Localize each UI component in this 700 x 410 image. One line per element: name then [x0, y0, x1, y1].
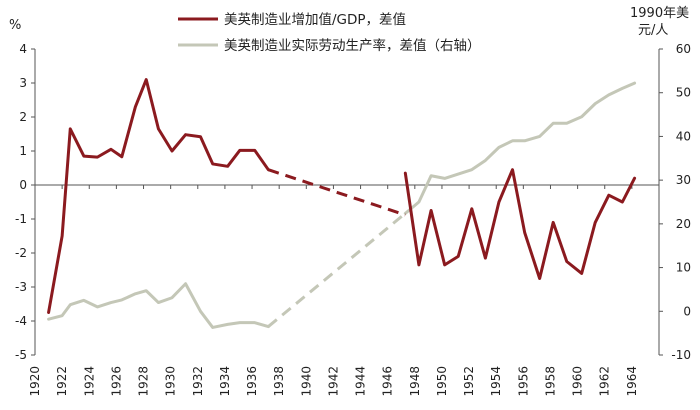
x-tick-label: 1928 [137, 366, 151, 397]
x-tick-label: 1954 [489, 366, 503, 397]
left-tick-label: -5 [15, 348, 27, 362]
x-tick-label: 1942 [326, 366, 340, 397]
series2-line [47, 282, 270, 329]
x-tick-label: 1940 [299, 366, 313, 397]
series1-line [47, 78, 270, 314]
right-tick-label: 60 [676, 42, 691, 56]
series1-dashed-gap [267, 168, 406, 217]
x-tick-label: 1960 [571, 366, 585, 397]
right-tick-label: 20 [676, 217, 691, 231]
x-tick-label: 1936 [245, 366, 259, 397]
left-tick-label: 4 [19, 42, 27, 56]
right-tick-label: -10 [671, 348, 691, 362]
left-tick-label: -4 [15, 314, 27, 328]
right-tick-label: 30 [676, 173, 691, 187]
right-axis-ticks: 60 50 40 30 20 10 0 -10 [659, 42, 691, 362]
left-tick-label: -2 [15, 246, 27, 260]
series1-group [47, 78, 637, 314]
x-axis-ticks: 1920 1922 1924 1926 1928 1930 1932 1934 1936 1938… [28, 185, 639, 397]
x-tick-label: 1938 [272, 366, 286, 397]
left-tick-label: 0 [19, 178, 27, 192]
x-tick-label: 1944 [354, 366, 368, 397]
left-tick-label: 2 [19, 110, 27, 124]
left-tick-label: -3 [15, 280, 27, 294]
left-axis-unit: % [9, 18, 21, 33]
left-tick-label: 3 [19, 76, 27, 90]
series2-dashed-gap [267, 212, 407, 328]
x-tick-label: 1926 [109, 366, 123, 397]
right-tick-label: 10 [676, 261, 691, 275]
left-axis-ticks: 4 3 2 1 0 -1 -2 -3 -4 -5 [15, 42, 35, 362]
series1-line [403, 168, 637, 280]
series2-group [47, 81, 637, 329]
right-axis-unit-line2: 元/人 [638, 23, 668, 38]
x-tick-label: 1930 [164, 366, 178, 397]
series-layer [47, 78, 637, 329]
x-tick-label: 1950 [435, 366, 449, 397]
x-tick-label: 1920 [28, 366, 42, 397]
right-tick-label: 50 [676, 86, 691, 100]
x-tick-label: 1924 [82, 366, 96, 397]
x-tick-label: 1946 [381, 366, 395, 397]
legend-label-series1: 美英制造业增加值/GDP，差值 [224, 11, 406, 28]
x-tick-label: 1932 [191, 366, 205, 397]
left-tick-label: 1 [19, 144, 27, 158]
left-tick-label: -1 [15, 212, 27, 226]
legend: 美英制造业增加值/GDP，差值 美英制造业实际劳动生产率，差值（右轴） [178, 11, 481, 54]
x-tick-label: 1934 [218, 366, 232, 397]
right-tick-label: 40 [676, 129, 691, 143]
series2-line [403, 81, 637, 215]
x-tick-label: 1962 [598, 366, 612, 397]
right-axis-unit-line1: 1990年美 [630, 6, 689, 21]
x-tick-label: 1956 [516, 366, 530, 397]
x-tick-label: 1948 [408, 366, 422, 397]
x-tick-label: 1958 [543, 366, 557, 397]
legend-label-series2: 美英制造业实际劳动生产率，差值（右轴） [224, 37, 481, 54]
right-tick-label: 0 [683, 304, 691, 318]
x-tick-label: 1922 [55, 366, 69, 397]
x-tick-label: 1964 [625, 366, 639, 397]
x-tick-label: 1952 [462, 366, 476, 397]
